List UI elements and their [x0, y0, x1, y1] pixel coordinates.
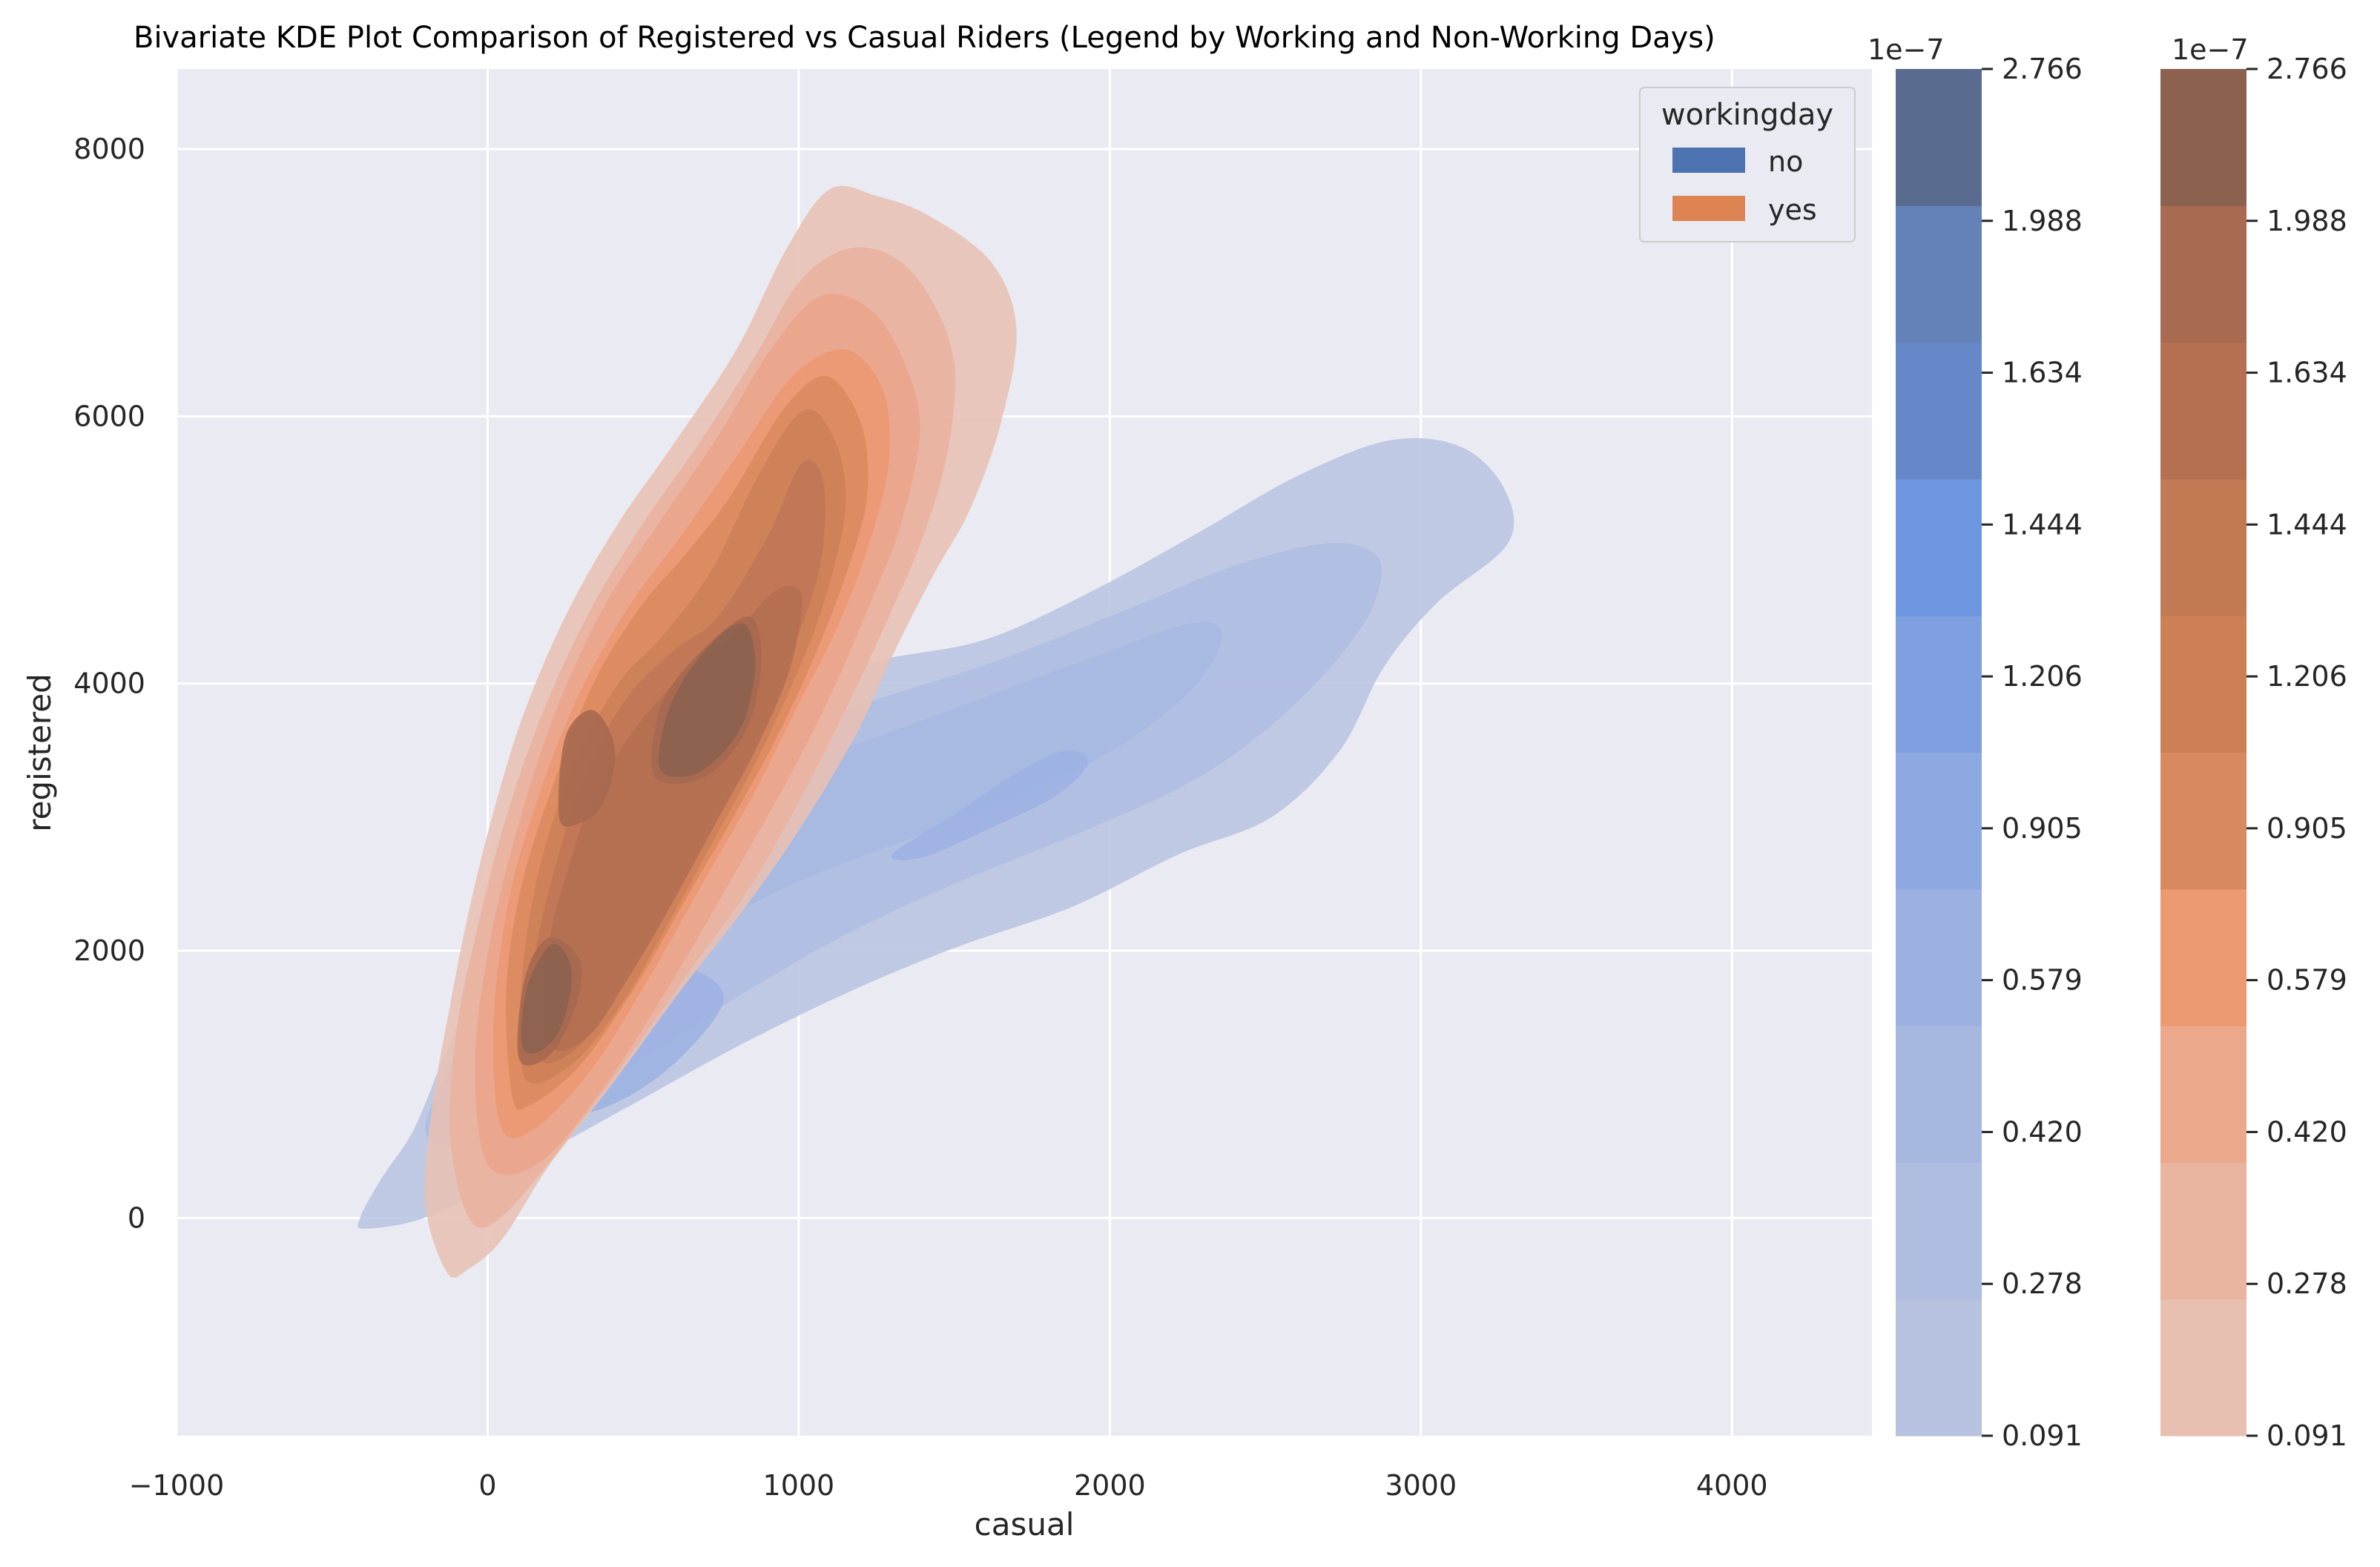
y-tick-label: 6000: [73, 400, 145, 432]
colorbar-yes-segment: [2160, 69, 2247, 206]
colorbar-no-tick-label: 0.420: [2002, 1115, 2083, 1148]
y-axis-label: registered: [22, 673, 58, 832]
colorbar-yes-exponent: 1e−7: [2172, 33, 2249, 66]
colorbar-no-tick-label: 1.988: [2002, 205, 2083, 237]
colorbar-yes-tick-label: 1.444: [2267, 508, 2347, 541]
legend-title: workingday: [1661, 98, 1833, 132]
legend-swatch-no: [1672, 148, 1745, 173]
legend-label-yes: yes: [1768, 194, 1817, 226]
colorbar-yes-segment: [2160, 478, 2247, 616]
x-tick-label: 1000: [763, 1469, 835, 1502]
colorbar-yes-segment: [2160, 888, 2247, 1026]
colorbar-no-segment: [1896, 1162, 1982, 1300]
legend-swatch-yes: [1672, 196, 1745, 221]
colorbar-yes-tick-label: 0.278: [2267, 1267, 2347, 1300]
x-tick-label: −1000: [129, 1469, 225, 1502]
colorbar-yes-tick-label: 1.206: [2267, 660, 2347, 693]
colorbar-no-segment: [1896, 1026, 1982, 1163]
colorbar-yes-tick-label: 0.420: [2267, 1115, 2347, 1148]
x-axis-label: casual: [975, 1506, 1075, 1543]
y-tick-label: 4000: [73, 667, 145, 700]
colorbar-yes-segment: [2160, 342, 2247, 480]
colorbar-yes-segment: [2160, 616, 2247, 753]
colorbar-no-segment: [1896, 752, 1982, 890]
colorbar-no-tick-label: 0.579: [2002, 964, 2083, 997]
colorbar-no-tick-label: 1.444: [2002, 508, 2083, 541]
y-tick-label: 2000: [73, 934, 145, 967]
colorbar-yes-tick-label: 1.988: [2267, 205, 2347, 237]
x-tick-label: 0: [478, 1469, 496, 1502]
colorbar-yes-segment: [2160, 1299, 2247, 1436]
colorbar-yes-tick-label: 0.579: [2267, 964, 2347, 997]
colorbar-yes-tick-label: 2.766: [2267, 53, 2347, 85]
colorbar-no-tick-label: 1.206: [2002, 660, 2083, 693]
colorbar-no-segment: [1896, 478, 1982, 616]
colorbar-no-segment: [1896, 205, 1982, 343]
colorbar-yes-tick-label: 0.091: [2267, 1419, 2347, 1452]
colorbar-no-segment: [1896, 69, 1982, 206]
kde-contours: [357, 185, 1514, 1278]
y-axis-ticks: 0 2000 4000 6000 8000: [73, 133, 145, 1234]
colorbar-yes-segment: [2160, 205, 2247, 343]
colorbar-no-segment: [1896, 616, 1982, 753]
kde-contour-yes-level-8: [558, 710, 616, 827]
colorbar-yes-segment: [2160, 1026, 2247, 1163]
y-tick-label: 0: [128, 1201, 145, 1234]
legend-label-no: no: [1768, 145, 1803, 178]
colorbar-no-segment: [1896, 1299, 1982, 1436]
x-axis-ticks: −1000 0 1000 2000 3000 4000: [129, 1469, 1768, 1502]
colorbar-no: 0.091 0.278 0.420 0.579 0.905 1.206 1.444 1.634…: [1896, 53, 2083, 1452]
colorbar-yes-segment: [2160, 752, 2247, 890]
x-tick-label: 3000: [1385, 1469, 1457, 1502]
kde-contour-yes-level-9: [521, 943, 573, 1054]
chart-title: Bivariate KDE Plot Comparison of Registe…: [133, 21, 1715, 55]
x-tick-label: 4000: [1696, 1469, 1768, 1502]
kde-contour-yes-level-9: [658, 623, 756, 777]
colorbar-no-segment: [1896, 342, 1982, 480]
legend: workingday no yes: [1639, 87, 1856, 243]
colorbar-no-tick-label: 0.278: [2002, 1267, 2083, 1300]
colorbar-yes-tick-label: 0.905: [2267, 812, 2347, 845]
y-tick-label: 8000: [73, 133, 145, 165]
colorbar-yes-tick-label: 1.634: [2267, 357, 2347, 389]
colorbar-yes-segment: [2160, 1162, 2247, 1300]
colorbar-no-tick-label: 0.091: [2002, 1419, 2083, 1452]
colorbar-no-tick-label: 1.634: [2002, 357, 2083, 389]
x-tick-label: 2000: [1074, 1469, 1146, 1502]
kde-series-yes: [424, 185, 1017, 1278]
colorbar-no-exponent: 1e−7: [1868, 33, 1945, 66]
colorbar-yes: 0.091 0.278 0.420 0.579 0.905 1.206 1.444 1.634…: [2160, 53, 2347, 1452]
colorbar-no-tick-label: 0.905: [2002, 812, 2083, 845]
kde-contour-no-level-3: [891, 750, 1089, 860]
colorbar-no-segment: [1896, 888, 1982, 1026]
colorbar-no-tick-label: 2.766: [2002, 53, 2083, 85]
